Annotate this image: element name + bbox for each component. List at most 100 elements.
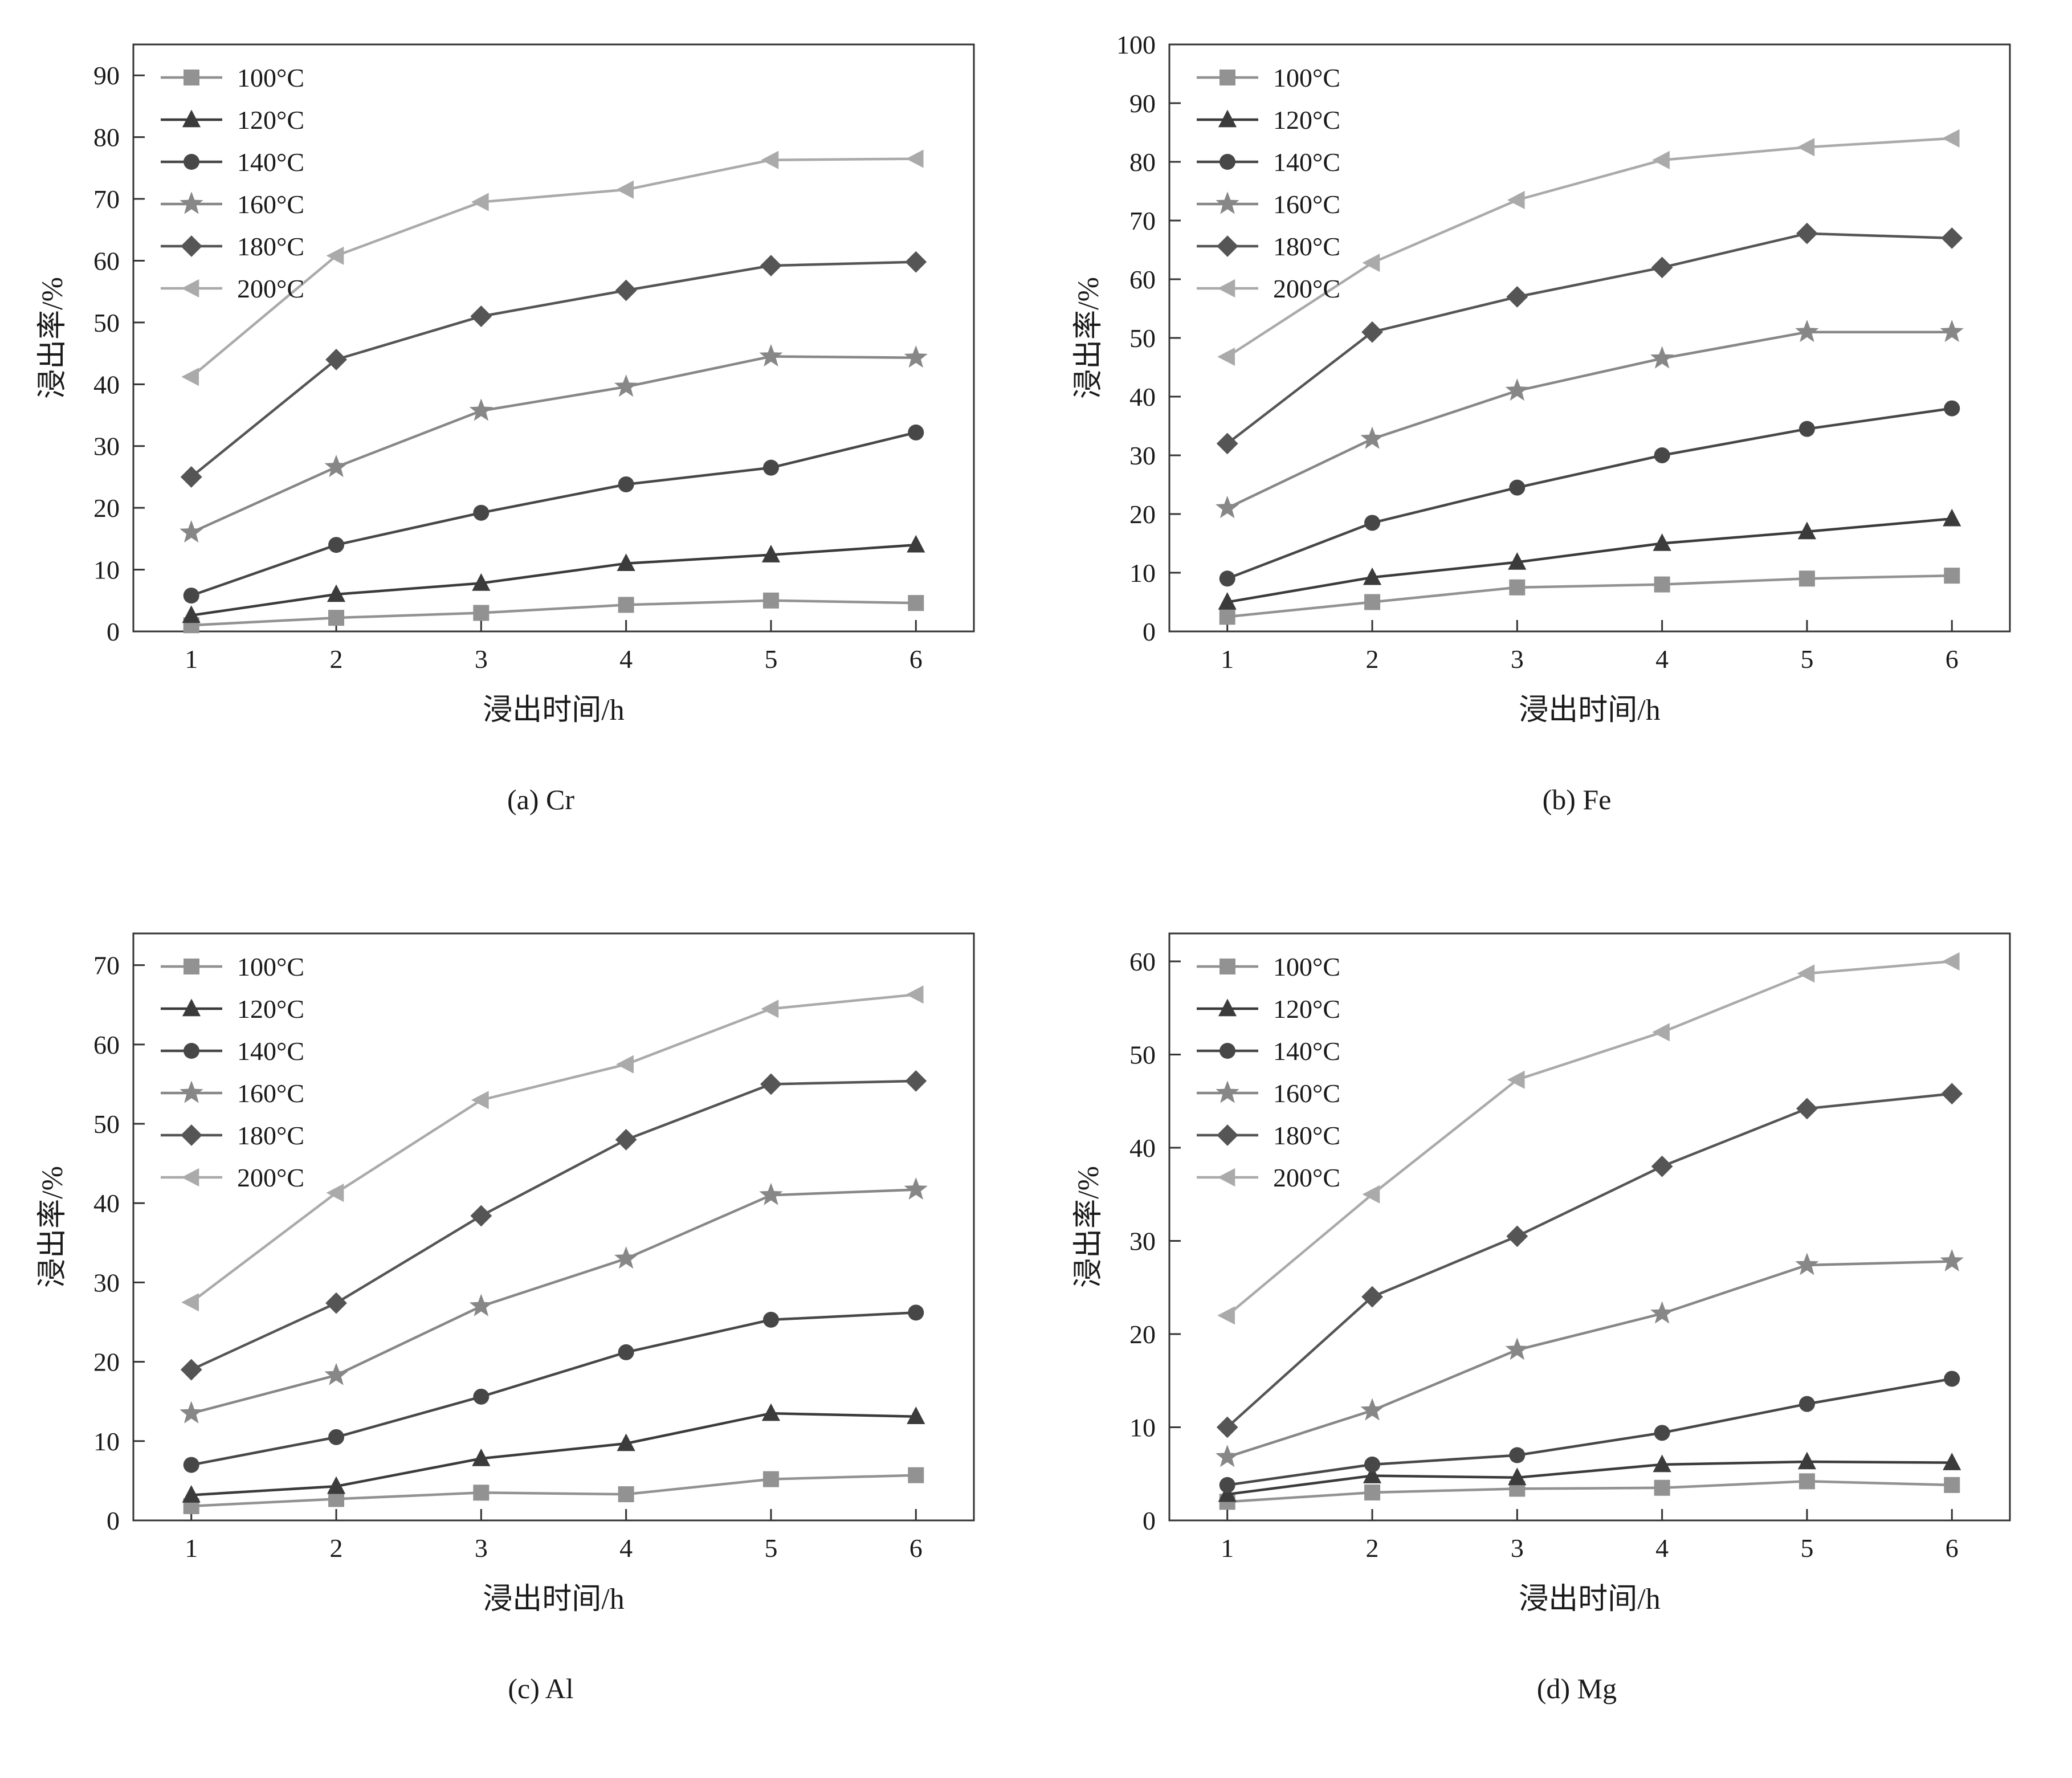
diamond-marker [1217, 235, 1238, 257]
diamond-marker [1651, 1155, 1673, 1177]
x-tick-label: 6 [909, 1534, 923, 1563]
series-line [1226, 960, 1952, 1317]
circle-marker [1944, 400, 1960, 417]
y-tick-label: 80 [93, 123, 120, 152]
circle-marker [1219, 1043, 1235, 1059]
diamond-marker [1506, 1225, 1528, 1247]
y-tick-label: 20 [1129, 1320, 1156, 1349]
triangle-left-marker [1942, 952, 1960, 971]
y-tick-label: 50 [93, 1110, 120, 1139]
y-axis-label: 浸出率/% [1072, 277, 1105, 399]
chart-svg: 0 10 20 30 40 50 60 70 80 90 1 2 3 4 5 6 浸出时间/h 浸出率/% 100°… [36, 43, 975, 727]
triangle-marker [1363, 567, 1382, 585]
series-line [190, 993, 916, 1303]
star-marker [904, 345, 928, 368]
triangle-marker [1653, 1454, 1671, 1473]
chart-caption-al: (c) Al [508, 1673, 574, 1704]
y-tick-label: 0 [1143, 1506, 1156, 1535]
triangle-marker [472, 1448, 491, 1466]
x-tick-label: 3 [1511, 645, 1524, 674]
series-120°C [182, 1403, 925, 1503]
circle-marker [908, 424, 924, 441]
legend-label: 120°C [237, 994, 304, 1023]
y-tick-label: 60 [93, 1030, 120, 1059]
chart-svg: 0 10 20 30 40 50 60 70 1 2 3 4 5 6 浸出时间/h 浸出率/% 100°C 120… [36, 932, 975, 1616]
plot-frame [132, 43, 975, 633]
triangle-marker [1363, 1466, 1382, 1483]
chart-caption-mg: (d) Mg [1536, 1673, 1617, 1704]
star-marker [1216, 496, 1239, 519]
square-marker [328, 610, 345, 626]
triangle-left-marker [1217, 279, 1235, 298]
legend-label: 180°C [237, 1121, 304, 1150]
triangle-left-marker [326, 246, 344, 265]
circle-marker [1944, 1371, 1960, 1387]
circle-marker [183, 588, 199, 604]
star-marker [1505, 378, 1529, 401]
x-tick-label: 5 [1800, 1534, 1813, 1563]
chart-cr: 0 10 20 30 40 50 60 70 80 90 1 2 3 4 5 6 浸出时间/h 浸出率/% 100°… [34, 16, 1002, 768]
circle-marker [1509, 479, 1526, 496]
diamond-marker [1217, 1124, 1238, 1146]
series-100°C [1219, 1473, 1960, 1510]
series-100°C [183, 1467, 924, 1514]
circle-marker [618, 476, 634, 492]
legend: 100°C 120°C 140°C 160°C 180°C 200°C [1197, 952, 1340, 1192]
triangle-marker [182, 1485, 201, 1503]
x-tick-label: 4 [619, 645, 633, 674]
square-marker [1654, 1479, 1670, 1496]
y-tick-label: 30 [1129, 1227, 1156, 1256]
series-line [190, 1079, 916, 1371]
y-tick-label: 0 [1143, 617, 1156, 646]
triangle-marker [1797, 521, 1817, 540]
x-tick-label: 3 [475, 1534, 488, 1563]
y-tick-label: 90 [1129, 89, 1156, 118]
circle-marker [1798, 421, 1815, 437]
series-140°C [1219, 1371, 1960, 1493]
y-tick-label: 30 [1129, 441, 1156, 470]
y-tick-label: 70 [93, 185, 120, 214]
x-axis-label: 浸出时间/h [483, 694, 624, 727]
square-marker [183, 959, 199, 974]
triangle-left-marker [1362, 1185, 1380, 1204]
y-axis-label: 浸出率/% [1072, 1166, 1105, 1288]
triangle-marker [617, 1433, 635, 1451]
triangle-marker [1218, 1484, 1237, 1502]
triangle-left-marker [761, 1000, 779, 1018]
x-tick-label: 3 [1511, 1534, 1524, 1563]
circle-marker [1219, 154, 1235, 170]
triangle-left-marker [1507, 190, 1525, 210]
square-marker [1364, 1484, 1381, 1500]
series-line [1226, 331, 1952, 509]
chart-panel-mg: 0 10 20 30 40 50 60 1 2 3 4 5 6 浸出时间/h 浸出率/% 100°C 120°C… [1036, 889, 2072, 1778]
chart-svg: 0 10 20 30 40 50 60 1 2 3 4 5 6 浸出时间/h 浸出率/% 100°C 120°C… [1072, 932, 2011, 1616]
circle-marker [1798, 1396, 1815, 1412]
series-line [1227, 1460, 1952, 1496]
triangle-left-marker [1797, 138, 1815, 157]
triangle-marker [1508, 1467, 1527, 1486]
series-120°C [182, 535, 925, 623]
legend-label: 200°C [237, 274, 304, 303]
star-marker [1795, 320, 1819, 342]
series-120°C [1218, 1451, 1961, 1502]
triangle-left-marker [181, 279, 199, 298]
y-axis-label: 浸出率/% [36, 277, 69, 399]
star-marker [1216, 1080, 1239, 1103]
y-tick-label: 20 [93, 1348, 120, 1377]
triangle-left-marker [471, 193, 489, 211]
legend-label: 140°C [1273, 148, 1340, 177]
x-tick-label: 2 [1366, 645, 1379, 674]
x-tick-label: 6 [1945, 645, 1959, 674]
series-160°C [1216, 1249, 1964, 1467]
star-marker [614, 374, 638, 397]
square-marker [762, 592, 779, 609]
x-tick-label: 3 [475, 645, 488, 674]
triangle-left-marker [181, 368, 199, 386]
diamond-marker [180, 1359, 202, 1381]
legend-label: 120°C [1273, 105, 1340, 134]
x-tick-label: 5 [1800, 645, 1813, 674]
triangle-left-marker [1217, 347, 1235, 366]
square-marker [1654, 576, 1670, 593]
diamond-marker [1796, 1098, 1818, 1120]
series-160°C [180, 1177, 928, 1424]
